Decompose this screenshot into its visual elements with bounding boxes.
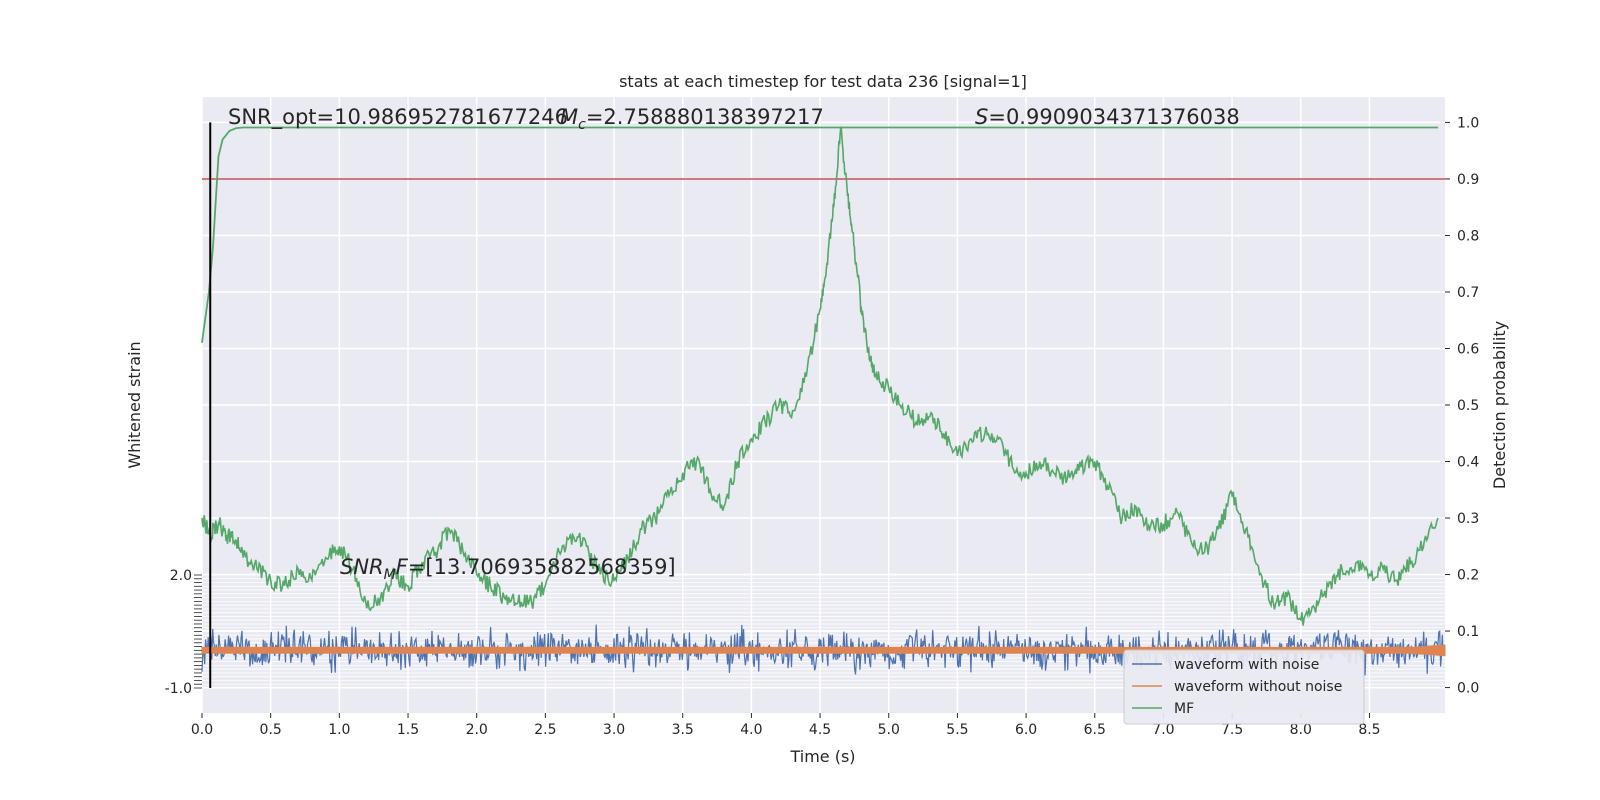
x-tick-label: 5.5	[946, 722, 968, 738]
y-axis-label-right: Detection probability	[1490, 321, 1509, 489]
x-tick-label: 5.0	[878, 722, 900, 738]
y-right-tick-label: 0.6	[1457, 341, 1479, 357]
y-right-tick-label: 0.4	[1457, 455, 1479, 471]
ticks: 0.0 0.5 1.0 1.5 2.0 2.5 3.0 3.5 4.0 4.5 5.0 5.5 6.0 6…	[165, 115, 1480, 738]
y-left-tick-label: 2.0	[170, 568, 192, 584]
legend-label-mf: MF	[1174, 701, 1194, 717]
annotation-snr-mf: SNRMF=[13.706935882568359]	[340, 555, 676, 583]
x-tick-label: 2.0	[466, 722, 488, 738]
legend-label-noise: waveform with noise	[1174, 657, 1319, 673]
y-left-tick-label: -1.0	[165, 681, 192, 697]
series-detection-probability	[201, 126, 1439, 343]
x-tick-label: 6.0	[1015, 722, 1037, 738]
legend-box	[1123, 649, 1365, 725]
y-axis-label-left: Whitened strain	[125, 341, 144, 468]
x-tick-label: 4.5	[809, 722, 831, 738]
x-tick-label: 8.5	[1358, 722, 1380, 738]
chart-title: stats at each timestep for test data 236…	[619, 72, 1027, 91]
x-tick-label: 4.0	[740, 722, 762, 738]
y-right-tick-label: 1.0	[1457, 115, 1479, 131]
x-tick-label: 3.0	[603, 722, 625, 738]
y-right-tick-label: 0.7	[1457, 285, 1479, 301]
x-tick-label: 7.5	[1221, 722, 1243, 738]
annotation-snr-opt: SNR_opt=10.986952781677246	[228, 105, 568, 130]
y-right-tick-label: 0.5	[1457, 398, 1479, 414]
y-right-tick-label: 0.9	[1457, 172, 1479, 188]
legend-label-clean: waveform without noise	[1174, 679, 1342, 695]
y-right-tick-label: 0.3	[1457, 511, 1479, 527]
y-right-tick-label: 0.8	[1457, 228, 1479, 244]
x-tick-label: 1.5	[397, 722, 419, 738]
legend: waveform with noise waveform without noi…	[1123, 649, 1365, 725]
x-tick-label: 0.5	[260, 722, 282, 738]
annotation-s: S=0.9909034371376038	[975, 105, 1240, 129]
x-tick-label: 1.0	[328, 722, 350, 738]
x-tick-label: 3.5	[672, 722, 694, 738]
x-tick-label: 2.5	[534, 722, 556, 738]
x-axis-label: Time (s)	[789, 747, 855, 766]
x-tick-label: 7.0	[1152, 722, 1174, 738]
x-tick-label: 0.0	[191, 722, 213, 738]
y-right-tick-label: 0.0	[1457, 681, 1479, 697]
x-tick-label: 6.5	[1084, 722, 1106, 738]
y-right-tick-label: 0.1	[1457, 624, 1479, 640]
annotation-chirp-mass: Mc=2.758880138397217	[560, 105, 824, 133]
y-right-tick-label: 0.2	[1457, 568, 1479, 584]
x-tick-label: 8.0	[1290, 722, 1312, 738]
series-mf	[201, 126, 1439, 626]
